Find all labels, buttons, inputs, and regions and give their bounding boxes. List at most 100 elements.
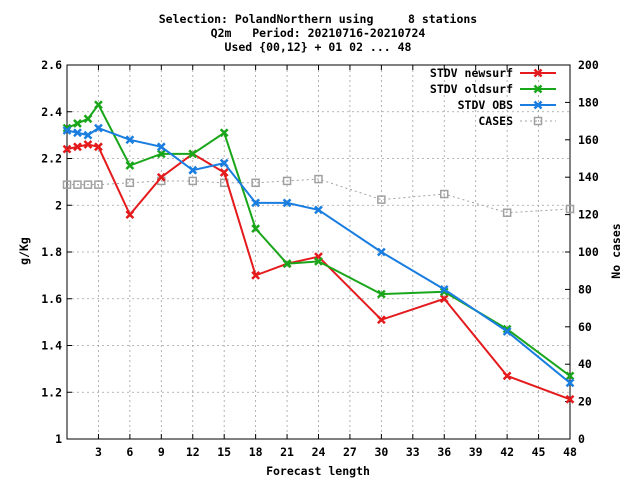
data-point xyxy=(156,172,166,182)
data-point xyxy=(73,142,82,152)
title-line-1: Selection: PolandNorthern using 8 statio… xyxy=(159,12,478,26)
y-tick-label: 2.6 xyxy=(41,58,62,72)
legend-label: CASES xyxy=(478,114,513,128)
data-point xyxy=(62,144,72,154)
y2-tick-label: 40 xyxy=(578,357,592,371)
data-point xyxy=(73,128,82,138)
data-point xyxy=(533,84,543,94)
x-tick-label: 30 xyxy=(374,445,388,459)
y2-tick-label: 200 xyxy=(578,58,599,72)
x-axis-label: Forecast length xyxy=(266,464,370,478)
data-point xyxy=(282,198,292,208)
data-point xyxy=(439,287,449,297)
y2-axis-label: No cases xyxy=(609,223,623,278)
data-point xyxy=(440,189,449,199)
y-axis-label: g/Kg xyxy=(17,237,31,265)
data-point xyxy=(156,149,166,159)
data-point xyxy=(533,116,543,126)
x-tick-label: 18 xyxy=(249,445,263,459)
x-tick-label: 6 xyxy=(126,445,133,459)
x-tick-label: 39 xyxy=(469,445,483,459)
data-point xyxy=(219,168,229,177)
y2-tick-label: 0 xyxy=(578,432,585,446)
x-tick-label: 24 xyxy=(312,445,326,459)
data-point xyxy=(188,165,198,175)
data-point xyxy=(251,178,260,188)
data-point xyxy=(282,176,292,186)
data-point xyxy=(62,126,72,135)
data-point xyxy=(502,327,512,336)
data-point xyxy=(376,315,386,325)
data-point xyxy=(219,158,229,168)
data-point xyxy=(314,174,323,184)
data-point xyxy=(94,142,103,152)
y2-tick-label: 140 xyxy=(578,170,599,184)
y2-tick-label: 160 xyxy=(578,133,599,147)
x-tick-label: 36 xyxy=(437,445,451,459)
data-point xyxy=(188,176,197,186)
x-tick-label: 48 xyxy=(563,445,577,459)
x-tick-label: 33 xyxy=(406,445,420,459)
legend-label: STDV OBS xyxy=(458,98,513,112)
title-line-3: Used {00,12} + 01 02 ... 48 xyxy=(225,40,412,54)
data-point xyxy=(565,394,575,404)
y-tick-label: 1.2 xyxy=(41,385,62,399)
data-point xyxy=(125,135,135,145)
data-point xyxy=(314,256,323,266)
legend: STDV newsurf STDV oldsurf STDV OBS CASES xyxy=(430,66,556,128)
data-point xyxy=(94,100,103,110)
x-tick-label: 3 xyxy=(95,445,102,459)
series-stdv-oldsurf xyxy=(62,100,575,381)
legend-label: STDV newsurf xyxy=(430,66,513,80)
y2-tick-label: 20 xyxy=(578,395,592,409)
data-point xyxy=(502,371,512,381)
data-point xyxy=(94,123,103,133)
series-cases xyxy=(62,174,575,217)
y-tick-label: 2 xyxy=(55,198,62,212)
data-point xyxy=(156,142,166,152)
x-tick-label: 21 xyxy=(280,445,294,459)
y2-tick-label: 120 xyxy=(578,208,599,222)
y2-tick-label: 60 xyxy=(578,320,592,334)
data-point xyxy=(188,149,198,159)
plot-frame xyxy=(66,64,571,440)
data-point xyxy=(83,180,93,189)
data-point xyxy=(502,208,512,217)
data-point xyxy=(73,180,82,189)
data-point xyxy=(565,204,575,214)
data-point xyxy=(533,68,543,78)
data-point xyxy=(377,195,386,204)
y-tick-label: 1.6 xyxy=(41,292,62,306)
y-tick-label: 1.8 xyxy=(41,245,62,259)
data-point xyxy=(251,270,261,280)
data-point xyxy=(219,128,229,138)
series-line xyxy=(67,178,571,214)
data-point xyxy=(439,294,449,304)
y-tick-label: 1 xyxy=(55,432,62,446)
title-line-2: Q2m Period: 20210716-20210724 xyxy=(211,26,426,40)
data-point xyxy=(439,285,449,294)
axes: 3 6 9 12 15 18 21 24 27 30 33 36 39 42 45 4811.21.41.61… xyxy=(41,58,599,459)
data-point xyxy=(314,205,323,215)
x-tick-label: 9 xyxy=(158,445,165,459)
y2-tick-label: 80 xyxy=(578,282,592,296)
data-point xyxy=(251,224,261,234)
data-point xyxy=(83,114,93,124)
legend-label: STDV oldsurf xyxy=(430,82,513,96)
data-point xyxy=(376,247,386,257)
data-point xyxy=(73,119,82,128)
data-point xyxy=(282,259,292,269)
data-point xyxy=(565,371,575,381)
data-point xyxy=(125,210,135,219)
data-point xyxy=(62,180,72,189)
data-point xyxy=(125,161,135,170)
data-point xyxy=(94,180,103,189)
y2-tick-label: 100 xyxy=(578,245,599,259)
x-tick-label: 27 xyxy=(343,445,357,459)
x-tick-label: 12 xyxy=(186,445,200,459)
data-point xyxy=(565,378,575,388)
data-point xyxy=(502,324,512,334)
data-point xyxy=(83,140,93,149)
data-point xyxy=(376,289,386,299)
